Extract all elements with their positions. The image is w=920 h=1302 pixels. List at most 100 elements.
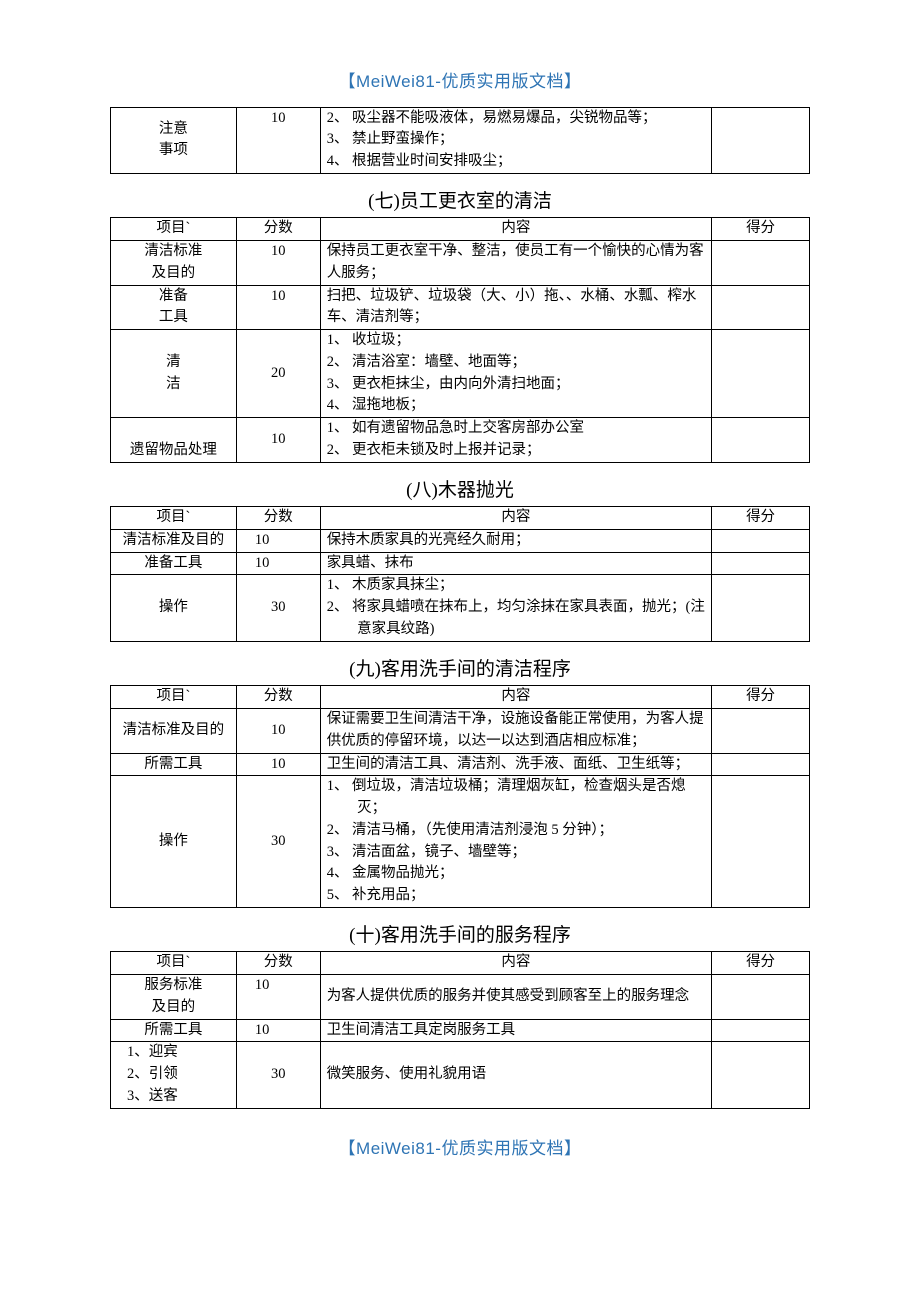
col-project: 项目` — [111, 507, 237, 530]
table-row: 清洁 20 1、 收垃圾； 2、 清洁浴室：墙壁、地面等； 3、 更衣柜抹尘，由… — [111, 330, 810, 418]
cell-content: 家具蜡、抹布 — [320, 552, 711, 575]
cell-result — [712, 1042, 810, 1108]
col-result: 得分 — [712, 686, 810, 709]
cell-score: 10 — [236, 241, 320, 286]
cell-project: 操作 — [111, 575, 237, 641]
table-row: 操作 30 1、 倒垃圾，清洁垃圾桶；清理烟灰缸，检查烟头是否熄灭； 2、 清洁… — [111, 776, 810, 908]
cell-content: 保持木质家具的光亮经久耐用； — [320, 529, 711, 552]
table-row: 注意事项 10 2、 吸尘器不能吸液体，易燃易爆品，尖锐物品等； 3、 禁止野蛮… — [111, 107, 810, 173]
content-line: 2、 更衣柜未锁及时上报并记录； — [327, 440, 705, 462]
content-line: 2、 吸尘器不能吸液体，易燃易爆品，尖锐物品等； — [327, 108, 705, 130]
cell-content: 1、 如有遗留物品急时上交客房部办公室 2、 更衣柜未锁及时上报并记录； — [320, 418, 711, 463]
col-content: 内容 — [320, 952, 711, 975]
cell-project: 准备工具 — [111, 552, 237, 575]
cell-content: 1、 收垃圾； 2、 清洁浴室：墙壁、地面等； 3、 更衣柜抹尘，由内向外清扫地… — [320, 330, 711, 418]
doc-footer: 【MeiWei81-优质实用版文档】 — [110, 1137, 810, 1162]
col-project: 项目` — [111, 952, 237, 975]
col-score: 分数 — [236, 218, 320, 241]
content-line: 2、 将家具蜡喷在抹布上，均匀涂抹在家具表面，抛光；(注意家具纹路) — [327, 597, 705, 641]
cell-result — [712, 107, 810, 173]
table-row: 清洁标准及目的 10 保证需要卫生间清洁干净，设施设备能正常使用，为客人提供优质… — [111, 709, 810, 754]
cell-project: 所需工具 — [111, 753, 237, 776]
col-result: 得分 — [712, 218, 810, 241]
col-project: 项目` — [111, 218, 237, 241]
table-section-8: 项目` 分数 内容 得分 清洁标准及目的 10 保持木质家具的光亮经久耐用； 准… — [110, 506, 810, 642]
cell-project: 注意事项 — [117, 119, 230, 163]
content-line: 5、 补充用品； — [327, 885, 705, 907]
content-line: 1、 收垃圾； — [327, 330, 705, 352]
cell-project: 清洁标准及目的 — [111, 529, 237, 552]
table-row: 所需工具 10 卫生间清洁工具定岗服务工具 — [111, 1019, 810, 1042]
cell-project: 服务标准及目的 — [117, 975, 230, 1019]
cell-score: 10 — [236, 1019, 320, 1042]
table-row: 所需工具 10 卫生间的清洁工具、清洁剂、洗手液、面纸、卫生纸等； — [111, 753, 810, 776]
col-score: 分数 — [236, 952, 320, 975]
cell-score: 30 — [236, 575, 320, 641]
cell-score: 20 — [236, 330, 320, 418]
cell-content: 卫生间清洁工具定岗服务工具 — [320, 1019, 711, 1042]
cell-result — [712, 552, 810, 575]
cell-result — [712, 709, 810, 754]
section-title: (七)员工更衣室的清洁 — [110, 188, 810, 216]
cell-score: 10 — [236, 107, 320, 173]
doc-header: 【MeiWei81-优质实用版文档】 — [110, 70, 810, 95]
col-content: 内容 — [320, 218, 711, 241]
cell-result — [712, 418, 810, 463]
table-row: 遗留物品处理 10 1、 如有遗留物品急时上交客房部办公室 2、 更衣柜未锁及时… — [111, 418, 810, 463]
content-line: 2、 清洁马桶，（先使用清洁剂浸泡 5 分钟）； — [327, 820, 705, 842]
cell-content: 微笑服务、使用礼貌用语 — [320, 1042, 711, 1108]
cell-result — [712, 285, 810, 330]
cell-score: 30 — [236, 1042, 320, 1108]
col-result: 得分 — [712, 507, 810, 530]
table-row: 操作 30 1、 木质家具抹尘； 2、 将家具蜡喷在抹布上，均匀涂抹在家具表面，… — [111, 575, 810, 641]
cell-score: 30 — [236, 776, 320, 908]
table-row: 准备工具 10 家具蜡、抹布 — [111, 552, 810, 575]
content-line: 4、 根据营业时间安排吸尘； — [327, 151, 705, 173]
cell-project: 遗留物品处理 — [111, 418, 237, 463]
cell-score: 10 — [236, 418, 320, 463]
table-top-body: 注意事项 10 2、 吸尘器不能吸液体，易燃易爆品，尖锐物品等； 3、 禁止野蛮… — [111, 107, 810, 173]
table-section-7: 项目` 分数 内容 得分 清洁标准及目的 10 保持员工更衣室干净、整洁，使员工… — [110, 217, 810, 462]
cell-project: 清洁标准及目的 — [117, 241, 230, 285]
cell-content: 保证需要卫生间清洁干净，设施设备能正常使用，为客人提供优质的停留环境，以达一以达… — [320, 709, 711, 754]
cell-content: 为客人提供优质的服务并使其感受到顾客至上的服务理念 — [320, 975, 711, 1020]
table-header-row: 项目` 分数 内容 得分 — [111, 507, 810, 530]
cell-score: 10 — [236, 552, 320, 575]
content-line: 1、 倒垃圾，清洁垃圾桶；清理烟灰缸，检查烟头是否熄灭； — [327, 776, 705, 820]
table-row: 服务标准及目的 10 为客人提供优质的服务并使其感受到顾客至上的服务理念 — [111, 975, 810, 1020]
cell-score: 10 — [236, 975, 320, 1020]
table-section-10: 项目` 分数 内容 得分 服务标准及目的 10 为客人提供优质的服务并使其感受到… — [110, 951, 810, 1108]
cell-result — [712, 1019, 810, 1042]
cell-result — [712, 241, 810, 286]
content-line: 3、 更衣柜抹尘，由内向外清扫地面； — [327, 374, 705, 396]
section-title: (九)客用洗手间的清洁程序 — [110, 656, 810, 684]
table-header-row: 项目` 分数 内容 得分 — [111, 686, 810, 709]
cell-project: 准备工具 — [117, 286, 230, 330]
table-header-row: 项目` 分数 内容 得分 — [111, 952, 810, 975]
col-content: 内容 — [320, 686, 711, 709]
col-project: 项目` — [111, 686, 237, 709]
cell-content: 1、 木质家具抹尘； 2、 将家具蜡喷在抹布上，均匀涂抹在家具表面，抛光；(注意… — [320, 575, 711, 641]
col-result: 得分 — [712, 952, 810, 975]
cell-project: 清洁标准及目的 — [111, 709, 237, 754]
table-section-9: 项目` 分数 内容 得分 清洁标准及目的 10 保证需要卫生间清洁干净，设施设备… — [110, 685, 810, 908]
content-line: 3、 禁止野蛮操作； — [327, 129, 705, 151]
cell-project: 清洁 — [117, 352, 230, 396]
table-top: 注意事项 10 2、 吸尘器不能吸液体，易燃易爆品，尖锐物品等； 3、 禁止野蛮… — [110, 107, 810, 174]
cell-score: 10 — [236, 709, 320, 754]
cell-content: 1、 倒垃圾，清洁垃圾桶；清理烟灰缸，检查烟头是否熄灭； 2、 清洁马桶，（先使… — [320, 776, 711, 908]
cell-score: 10 — [236, 529, 320, 552]
col-content: 内容 — [320, 507, 711, 530]
cell-content: 保持员工更衣室干净、整洁，使员工有一个愉快的心情为客人服务； — [320, 241, 711, 286]
cell-result — [712, 575, 810, 641]
table-row: 1、迎宾2、引领3、送客 30 微笑服务、使用礼貌用语 — [111, 1042, 810, 1108]
table-row: 清洁标准及目的 10 保持员工更衣室干净、整洁，使员工有一个愉快的心情为客人服务… — [111, 241, 810, 286]
cell-content: 卫生间的清洁工具、清洁剂、洗手液、面纸、卫生纸等； — [320, 753, 711, 776]
content-line: 1、 木质家具抹尘； — [327, 575, 705, 597]
cell-result — [712, 776, 810, 908]
cell-result — [712, 330, 810, 418]
cell-project: 操作 — [111, 776, 237, 908]
cell-content: 扫把、垃圾铲、垃圾袋（大、小）拖、、水桶、水瓢、榨水车、清洁剂等； — [320, 285, 711, 330]
cell-score: 10 — [236, 753, 320, 776]
table-row: 清洁标准及目的 10 保持木质家具的光亮经久耐用； — [111, 529, 810, 552]
